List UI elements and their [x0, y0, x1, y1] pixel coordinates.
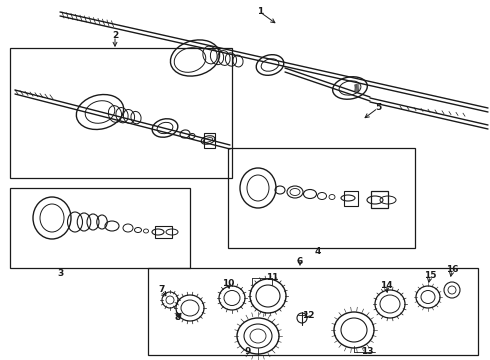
Text: 4: 4 [315, 248, 321, 256]
Bar [155, 226, 172, 238]
Text: 15: 15 [424, 271, 436, 280]
Text: 8: 8 [175, 314, 181, 323]
Text: 9: 9 [245, 347, 251, 356]
Bar [228, 148, 415, 248]
Text: 16: 16 [446, 266, 458, 274]
Text: 13: 13 [361, 346, 373, 356]
Bar [371, 191, 388, 208]
Bar [10, 48, 232, 178]
Text: 5: 5 [375, 104, 381, 112]
Text: 14: 14 [380, 282, 392, 291]
Bar [148, 268, 478, 355]
Bar [344, 191, 358, 206]
Text: 12: 12 [302, 310, 314, 320]
Text: 7: 7 [159, 285, 165, 294]
Text: 10: 10 [222, 279, 234, 288]
Text: 6: 6 [297, 257, 303, 266]
Text: 2: 2 [112, 31, 118, 40]
Text: 1: 1 [257, 8, 263, 17]
Text: 11: 11 [266, 273, 278, 282]
Text: 3: 3 [57, 270, 63, 279]
Bar [204, 133, 215, 148]
Bar [10, 188, 190, 268]
